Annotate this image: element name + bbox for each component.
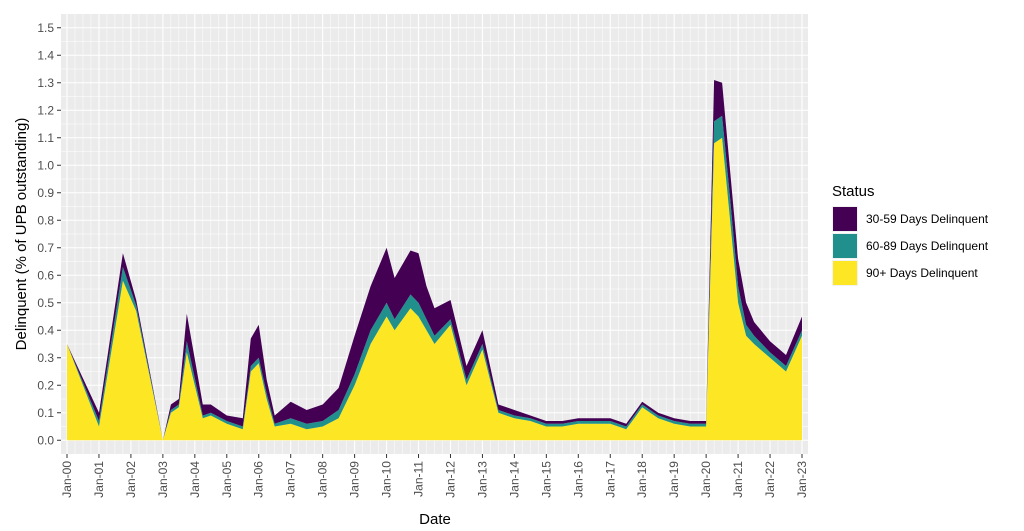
y-tick-label: 0.2 [37,378,54,392]
x-tick-label: Jan-16 [571,461,585,498]
area-90-days-delinquent [67,137,802,441]
legend: Status 30-59 Days Delinquent 60-89 Days D… [832,183,989,286]
y-tick-label: 0.3 [37,351,54,365]
x-tick-label: Jan-07 [284,461,298,498]
legend-items: 30-59 Days Delinquent 60-89 Days Delinque… [832,206,989,286]
x-tick-label: Jan-20 [699,461,713,498]
x-tick-label: Jan-02 [124,461,138,498]
x-tick-label: Jan-01 [92,461,106,498]
x-tick-label: Jan-18 [635,461,649,498]
x-tick-label: Jan-14 [507,461,521,498]
x-axis-title: Date [419,511,451,528]
x-tick-label: Jan-12 [443,461,457,498]
y-tick-label: 1.4 [37,48,54,62]
legend-label: 60-89 Days Delinquent [866,239,989,253]
legend-swatch [833,234,857,258]
x-tick-label: Jan-23 [795,461,809,498]
x-tick-label: Jan-08 [316,461,330,498]
y-axis-title: Delinquent (% of UPB outstanding) [13,118,30,351]
legend-label: 30-59 Days Delinquent [866,212,989,226]
y-tick-label: 0.5 [37,296,54,310]
x-tick-label: Jan-13 [475,461,489,498]
x-tick-label: Jan-15 [539,461,553,498]
x-tick-label: Jan-21 [731,461,745,498]
y-tick-label: 1.0 [37,158,54,172]
y-tick-label: 0.8 [37,213,54,227]
x-tick-label: Jan-05 [220,461,234,498]
y-tick-label: 1.1 [37,131,54,145]
area-30-59-days-delinquent [67,80,802,441]
x-tick-label: Jan-11 [412,461,426,497]
legend-swatch [833,261,857,285]
y-tick-label: 1.5 [37,21,54,35]
y-tick-label: 0.0 [37,433,54,447]
y-axis: 0.0 0.1 0.2 0.3 0.4 0.5 0.6 0.7 0.8 0.9 1.0 1.1 1.2 1… [37,21,61,447]
legend-swatch [833,207,857,231]
y-tick-label: 0.9 [37,186,54,200]
x-tick-label: Jan-09 [348,461,362,498]
x-tick-label: Jan-22 [763,461,777,498]
legend-label: 90+ Days Delinquent [866,266,978,280]
x-tick-label: Jan-06 [252,461,266,498]
x-tick-label: Jan-03 [156,461,170,498]
y-tick-label: 0.6 [37,268,54,282]
series-layer [67,80,802,441]
x-tick-label: Jan-04 [188,461,202,498]
x-tick-label: Jan-17 [603,461,617,498]
x-axis: Jan-00 Jan-01 Jan-02 Jan-03 Jan-04 Jan-05 Jan-… [60,454,809,498]
y-tick-label: 1.2 [37,103,54,117]
y-tick-label: 0.7 [37,241,54,255]
x-tick-label: Jan-00 [60,461,74,498]
x-tick-label: Jan-19 [667,461,681,498]
y-tick-label: 0.4 [37,323,54,337]
legend-title: Status [832,183,875,200]
x-tick-label: Jan-10 [380,461,394,498]
y-tick-label: 0.1 [37,406,54,420]
y-tick-label: 1.3 [37,76,54,90]
